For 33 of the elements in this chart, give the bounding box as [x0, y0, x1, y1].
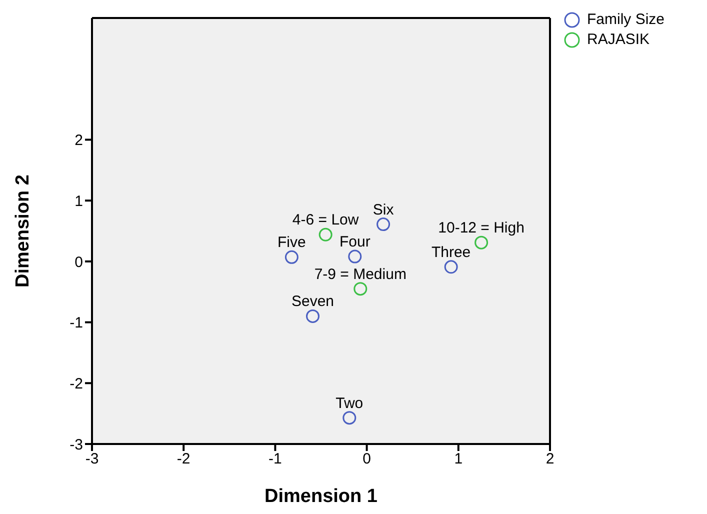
x-tick-label: -1	[268, 450, 282, 468]
annotation: 10-12 = High	[438, 220, 524, 237]
point	[348, 250, 362, 264]
annotation: Four	[339, 234, 370, 251]
y-tick-label: -3	[70, 436, 83, 454]
y-tick-label: 2	[74, 132, 83, 150]
x-tick-label: 1	[454, 450, 463, 468]
point	[444, 260, 458, 274]
y-tick-label: 1	[74, 192, 83, 210]
x-tick-label: -2	[176, 450, 190, 468]
annotation: Six	[372, 201, 394, 218]
annotation: Seven	[291, 293, 334, 310]
annotation: 7-9 = Medium	[314, 266, 406, 283]
legend-label: Family Size	[587, 10, 665, 30]
x-tick-label: 2	[546, 450, 554, 468]
point	[354, 282, 368, 296]
annotation: Five	[278, 234, 306, 252]
y-tick-label: 0	[74, 254, 83, 271]
x-tick-label: 0	[362, 450, 371, 468]
annotation: 4-6 = Low	[292, 212, 359, 229]
annotation: Two	[336, 394, 364, 412]
point	[284, 250, 298, 264]
y-tick-label: -1	[70, 314, 83, 332]
point	[318, 228, 332, 242]
y-axis-title: Dimension 2	[12, 174, 34, 288]
point	[306, 309, 320, 323]
point	[376, 218, 390, 232]
point	[342, 411, 356, 425]
x-axis-title: Dimension 1	[264, 486, 378, 507]
y-tick-label: -2	[70, 375, 83, 392]
legend-label: RAJASIK	[587, 30, 650, 50]
annotation: Three	[431, 244, 471, 261]
point	[474, 236, 488, 250]
